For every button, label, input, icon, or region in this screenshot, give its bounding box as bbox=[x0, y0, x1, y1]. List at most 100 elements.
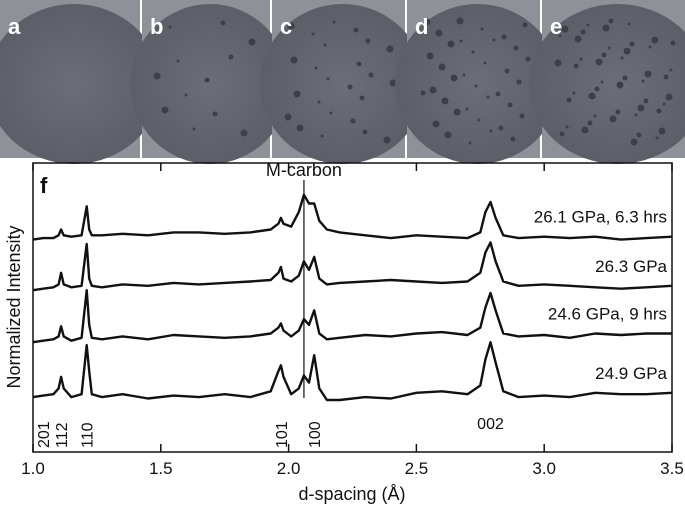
photo-speck bbox=[204, 77, 210, 83]
photo-speck bbox=[320, 134, 324, 138]
photo-speck bbox=[600, 80, 604, 84]
photo-speck bbox=[453, 108, 461, 116]
x-axis-label: d-spacing (Å) bbox=[298, 484, 405, 504]
photo-speck bbox=[663, 74, 669, 80]
photo-speck bbox=[513, 45, 519, 51]
peak-label: 110 bbox=[80, 422, 97, 448]
photo-speck bbox=[637, 104, 645, 112]
photo-strip: a b c d e bbox=[0, 0, 685, 164]
photo-label: b bbox=[150, 14, 163, 39]
x-tick-label: 1.5 bbox=[149, 459, 173, 478]
photo-speck bbox=[248, 38, 256, 46]
photo-speck bbox=[629, 41, 635, 47]
photo-speck bbox=[471, 50, 475, 54]
photo-speck bbox=[572, 91, 576, 95]
photo-speck bbox=[607, 46, 611, 50]
x-tick-label: 2.5 bbox=[405, 459, 429, 478]
trace bbox=[32, 289, 672, 344]
photo-speck bbox=[444, 131, 452, 139]
photo-speck bbox=[287, 22, 295, 30]
photo-speck bbox=[609, 115, 617, 123]
photo-label: c bbox=[280, 14, 292, 39]
x-tick-label: 1.0 bbox=[21, 459, 45, 478]
panel-label: f bbox=[40, 173, 48, 198]
peak-label: 101 bbox=[274, 421, 291, 448]
photo-speck bbox=[350, 118, 356, 124]
photo-speck bbox=[432, 120, 440, 128]
photo-speck bbox=[450, 74, 458, 82]
photo-speck bbox=[456, 17, 464, 25]
photo-speck bbox=[356, 61, 362, 67]
peak-label: 002 bbox=[477, 416, 504, 433]
photo-label: d bbox=[415, 14, 428, 39]
photo-speck bbox=[368, 72, 374, 78]
photo-speck bbox=[588, 92, 596, 100]
photo-speck bbox=[383, 136, 391, 144]
photo-speck bbox=[184, 93, 188, 97]
photo-speck bbox=[347, 84, 353, 90]
photo-speck bbox=[192, 127, 196, 131]
photo-speck bbox=[658, 127, 666, 135]
photo-speck bbox=[651, 36, 659, 44]
photo-speck bbox=[662, 102, 666, 106]
photo-speck bbox=[602, 24, 610, 32]
plot-frame bbox=[32, 162, 673, 453]
photo-speck bbox=[329, 111, 333, 115]
y-axis-label: Normalized Intensity bbox=[4, 225, 24, 388]
photo-speck bbox=[474, 84, 478, 88]
photo-speck bbox=[587, 120, 593, 126]
peak-label: 100 bbox=[307, 421, 324, 448]
photo-speck bbox=[566, 97, 572, 103]
photo-speck bbox=[581, 126, 589, 134]
photo-speck bbox=[644, 70, 652, 78]
photo-speck bbox=[153, 72, 161, 80]
photo-speck bbox=[326, 77, 330, 81]
trace bbox=[32, 241, 673, 292]
photo-disc bbox=[528, 4, 685, 164]
photo-speck bbox=[486, 95, 490, 99]
trace-label: 26.1 GPa, 6.3 hrs bbox=[534, 208, 667, 227]
photo-speck bbox=[441, 97, 449, 105]
photo-speck bbox=[423, 18, 431, 26]
peak-label: 112 bbox=[54, 422, 71, 448]
photo-disc bbox=[260, 4, 425, 164]
photo-speck bbox=[579, 57, 583, 61]
photo-speck bbox=[670, 40, 676, 46]
photo-speck bbox=[656, 108, 662, 114]
photo-speck bbox=[284, 113, 292, 121]
photo-speck bbox=[561, 25, 569, 33]
photo-speck bbox=[447, 40, 455, 48]
x-tick-label: 2.0 bbox=[277, 459, 301, 478]
photo-speck bbox=[480, 27, 484, 31]
photo-speck bbox=[595, 58, 603, 66]
photo-speck bbox=[465, 107, 469, 111]
x-tick-label: 3.5 bbox=[660, 459, 684, 478]
photo-speck bbox=[507, 102, 513, 108]
photo-speck bbox=[314, 66, 318, 70]
photo-speck bbox=[420, 90, 426, 96]
photo-speck bbox=[362, 129, 368, 135]
photo-speck bbox=[212, 111, 218, 117]
photo-speck bbox=[386, 45, 394, 53]
photo-speck bbox=[525, 56, 531, 62]
photo-speck bbox=[317, 100, 321, 104]
photo-speck bbox=[176, 59, 180, 63]
photo-speck bbox=[620, 56, 624, 60]
photo-label: a bbox=[8, 14, 21, 39]
trace bbox=[32, 193, 673, 241]
photo-speck bbox=[519, 113, 525, 119]
photo-speck bbox=[462, 73, 466, 77]
photo-speck bbox=[615, 109, 621, 115]
photo-speck bbox=[168, 25, 172, 29]
photo-speck bbox=[501, 34, 507, 40]
photo-label: e bbox=[550, 14, 562, 39]
photo-speck bbox=[586, 23, 590, 27]
photo-speck bbox=[665, 93, 673, 101]
photo-speck bbox=[608, 18, 614, 24]
reference-label: M-carbon bbox=[266, 160, 342, 180]
photo-speck bbox=[332, 20, 336, 24]
photo-speck bbox=[630, 138, 638, 146]
photo-speck bbox=[161, 106, 169, 114]
photo-speck bbox=[293, 90, 301, 98]
